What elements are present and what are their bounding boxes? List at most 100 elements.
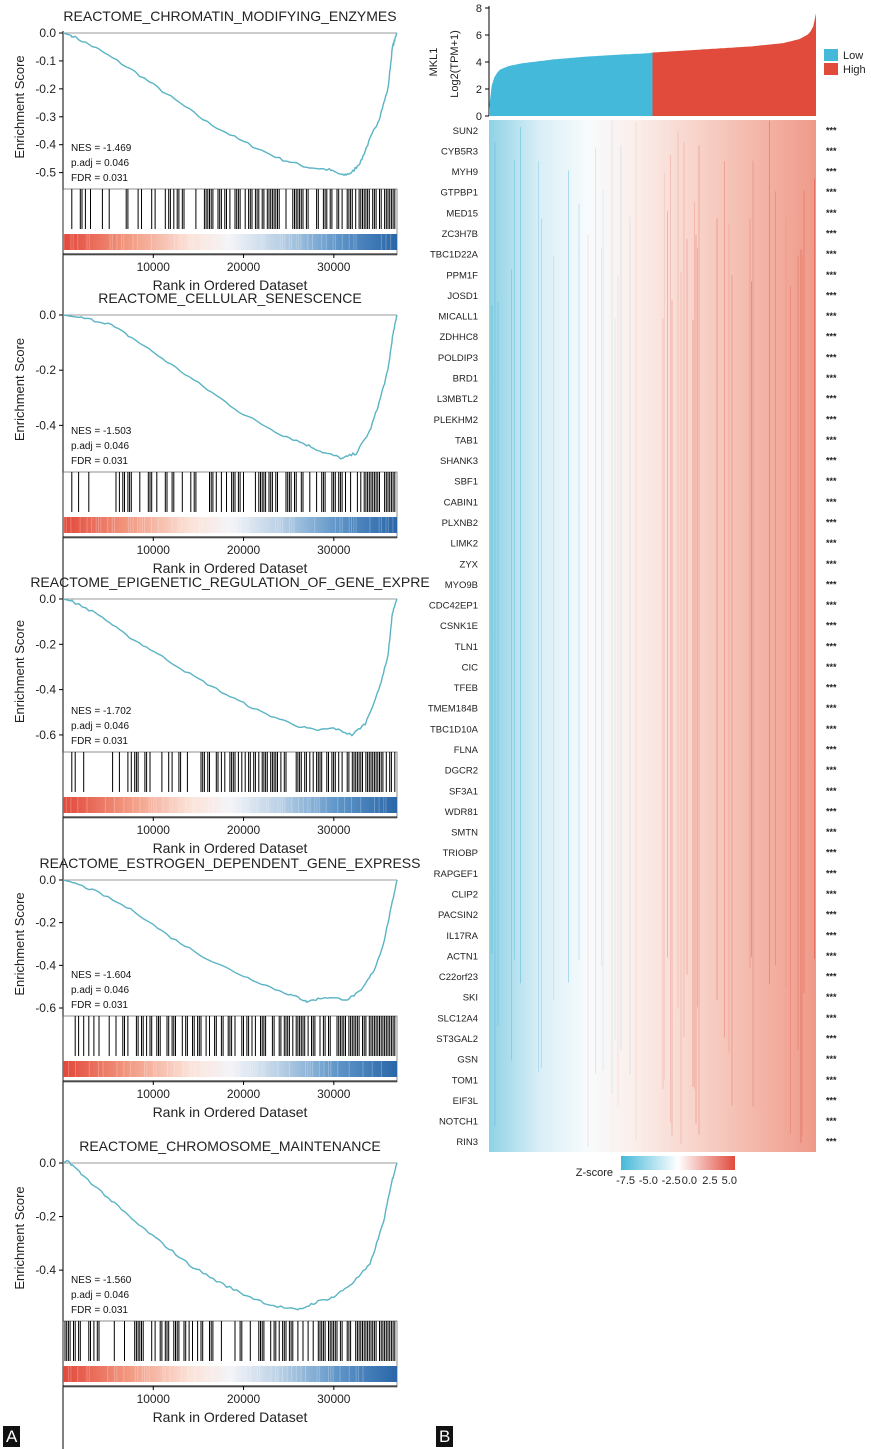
significance-mark: ***: [826, 868, 837, 878]
gene-label: TOM1: [452, 1075, 478, 1086]
colorbar-title: Z-score: [576, 1167, 613, 1179]
significance-mark: ***: [826, 1095, 837, 1105]
heatmap-stripes: [491, 120, 815, 1147]
x-axis-title: Rank in Ordered Dataset: [153, 1104, 308, 1120]
panel-label-a: A: [3, 1426, 21, 1447]
significance-mark: ***: [826, 703, 837, 713]
y-tick-label: -0.6: [35, 728, 56, 742]
legend-swatch-high: [824, 63, 838, 75]
stat-label: p.adj = 0.046: [71, 1290, 130, 1301]
gene-label: ZDHHC8: [439, 332, 478, 343]
gsea-title: REACTOME_EPIGENETIC_REGULATION_OF_GENE_E…: [30, 574, 429, 590]
legend-swatch-low: [824, 49, 838, 61]
significance-mark: ***: [826, 538, 837, 548]
x-axis-title: Rank in Ordered Dataset: [153, 1409, 308, 1425]
gene-label: ACTN1: [447, 951, 478, 962]
gene-label: CABIN1: [444, 497, 478, 508]
y-tick-label: -0.2: [35, 363, 56, 377]
x-tick-label: 20000: [227, 823, 261, 837]
gene-label: CSNK1E: [440, 621, 478, 632]
significance-mark: ***: [826, 951, 837, 961]
gene-label: NOTCH1: [439, 1117, 478, 1128]
x-tick-label: 30000: [317, 1087, 351, 1101]
gsea-plot-3: REACTOME_EPIGENETIC_REGULATION_OF_GENE_E…: [12, 574, 430, 934]
y-tick-label: -0.4: [35, 138, 56, 152]
gene-label: LIMK2: [451, 539, 478, 550]
significance-mark: ***: [826, 848, 837, 858]
gsea-title: REACTOME_ESTROGEN_DEPENDENT_GENE_EXPRESS: [40, 855, 421, 871]
hit-frame: [62, 1320, 398, 1388]
significance-mark: ***: [826, 600, 837, 610]
gene-label: EIF3L: [453, 1096, 478, 1107]
significance-mark: ***: [826, 146, 837, 156]
colorbar-tick-label: -7.5: [616, 1175, 635, 1187]
gsea-plot-4: REACTOME_ESTROGEN_DEPENDENT_GENE_EXPRESS…: [12, 855, 420, 1198]
gene-label: TBC1D10A: [430, 724, 479, 735]
y-tick-label: -0.5: [35, 166, 56, 180]
gene-label: SLC12A4: [437, 1013, 478, 1024]
gene-label: SUN2: [453, 126, 478, 137]
x-tick-label: 10000: [137, 260, 171, 274]
x-tick-label: 10000: [137, 1392, 171, 1406]
gene-label: MICALL1: [438, 312, 478, 323]
rank-gradient: [63, 234, 397, 250]
x-tick-label: 20000: [227, 1087, 261, 1101]
significance-mark: ***: [826, 414, 837, 424]
gene-label: RIN3: [456, 1137, 478, 1148]
significance-mark: ***: [826, 1116, 837, 1126]
significance-mark: ***: [826, 641, 837, 651]
gene-label: PACSIN2: [438, 910, 478, 921]
gene-label: PPM1F: [446, 270, 478, 281]
significance-mark: ***: [826, 930, 837, 940]
gene-label: SKI: [463, 993, 478, 1004]
rank-gradient: [63, 1366, 397, 1382]
x-axis-title: Rank in Ordered Dataset: [153, 560, 308, 576]
gene-label: CYB5R3: [441, 146, 478, 157]
gene-label: L3MBTL2: [437, 394, 478, 405]
significance-mark: ***: [826, 827, 837, 837]
gene-label: RAPGEF1: [434, 869, 478, 880]
gene-label: SBF1: [454, 477, 478, 488]
stat-label: NES = -1.604: [71, 970, 132, 981]
gsea-title: REACTOME_CELLULAR_SENESCENCE: [98, 290, 362, 306]
y-tick-label: -0.1: [35, 54, 56, 68]
significance-mark: ***: [826, 270, 837, 280]
gsea-plot-2: REACTOME_CELLULAR_SENESCENCE 0.0 -0.2 -0.4 E…: [12, 290, 398, 654]
colorbar-tick-label: 5.0: [722, 1175, 737, 1187]
gsea-plot-5: REACTOME_CHROMOSOME_MAINTENANCE 0.0 -0.2 -0…: [12, 1138, 398, 1449]
legend-label-high: High: [843, 64, 866, 76]
enrichment-curve: [62, 1159, 398, 1311]
high-area: [652, 13, 816, 116]
stat-label: FDR = 0.031: [71, 1000, 128, 1011]
y-axis-title: Enrichment Score: [12, 892, 27, 995]
significance-mark: ***: [826, 724, 837, 734]
x-axis-title: Rank in Ordered Dataset: [153, 840, 308, 856]
y-tick-label: 0.0: [39, 873, 56, 887]
significance-mark: ***: [826, 435, 837, 445]
stat-label: FDR = 0.031: [71, 736, 128, 747]
enrichment-curve: [62, 879, 398, 1004]
y-tick-label: 0.0: [39, 308, 56, 322]
gene-label: PLEKHM2: [434, 415, 478, 426]
legend-label-low: Low: [843, 50, 863, 62]
significance-mark: ***: [826, 476, 837, 486]
significance-mark: ***: [826, 208, 837, 218]
significance-mark: ***: [826, 806, 837, 816]
significance-mark: ***: [826, 786, 837, 796]
significance-mark: ***: [826, 311, 837, 321]
stat-label: NES = -1.702: [71, 706, 132, 717]
significance-mark: ***: [826, 765, 837, 775]
significance-mark: ***: [826, 125, 837, 135]
significance-mark: ***: [826, 497, 837, 507]
gene-label: FLNA: [454, 745, 479, 756]
gsea-title: REACTOME_CHROMATIN_MODIFYING_ENZYMES: [63, 8, 396, 24]
gene-label: TAB1: [455, 435, 478, 446]
expr-y-axis-title: Log2(TPM+1): [449, 30, 461, 98]
gsea-plot-1: REACTOME_CHROMATIN_MODIFYING_ENZYMES 0.0 -…: [12, 8, 398, 371]
x-tick-label: 30000: [317, 543, 351, 557]
gene-label: ZYX: [460, 559, 479, 570]
y-tick-label: -0.4: [35, 418, 56, 432]
x-tick-label: 10000: [137, 543, 171, 557]
significance-mark: ***: [826, 332, 837, 342]
gene-label: BRD1: [453, 374, 478, 385]
